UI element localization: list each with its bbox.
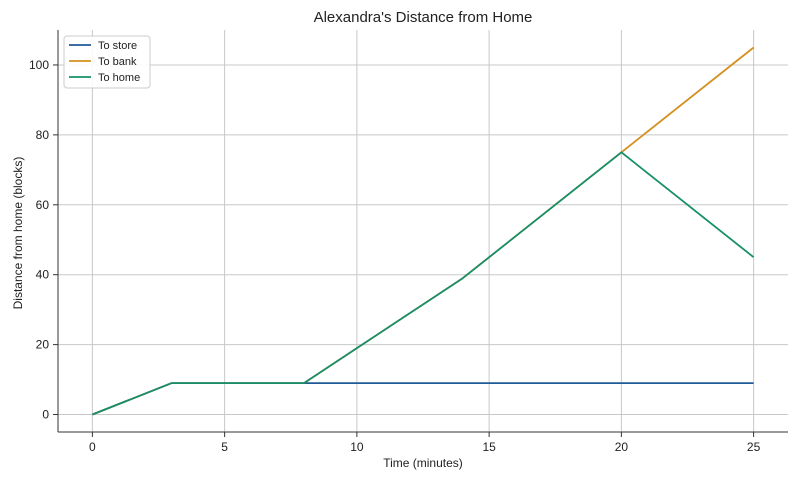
- y-tick-label: 60: [36, 198, 50, 212]
- y-tick-label: 40: [36, 268, 50, 282]
- legend: To store To bank To home: [63, 35, 151, 89]
- series-line-to-home: [92, 151, 755, 416]
- x-tick-label: 10: [350, 440, 364, 454]
- y-tick-label: 0: [42, 408, 49, 422]
- legend-entry-label: To bank: [98, 56, 137, 68]
- y-tick-label: 100: [29, 58, 49, 72]
- legend-box: [63, 35, 151, 89]
- x-tick-label: 25: [747, 440, 761, 454]
- series-line-to-store: [92, 382, 754, 416]
- series-lines: [92, 46, 755, 416]
- x-tick-label: 0: [89, 440, 96, 454]
- axes: [53, 30, 788, 437]
- series-line-to-bank: [92, 46, 755, 416]
- y-axis-label: Distance from home (blocks): [11, 156, 25, 310]
- y-tick-label: 20: [36, 338, 50, 352]
- x-tick-label: 15: [482, 440, 496, 454]
- gridlines: [58, 30, 788, 432]
- legend-entry-label: To home: [98, 72, 140, 84]
- y-tick-label: 80: [36, 128, 50, 142]
- chart-title: Alexandra's Distance from Home: [313, 9, 533, 26]
- tick-labels: 0 5 10 15 20 25 0 20 40 60 80 100: [29, 58, 761, 454]
- x-tick-label: 20: [615, 440, 629, 454]
- legend-entry-label: To store: [98, 40, 137, 52]
- x-tick-label: 5: [221, 440, 228, 454]
- x-axis-label: Time (minutes): [383, 456, 463, 470]
